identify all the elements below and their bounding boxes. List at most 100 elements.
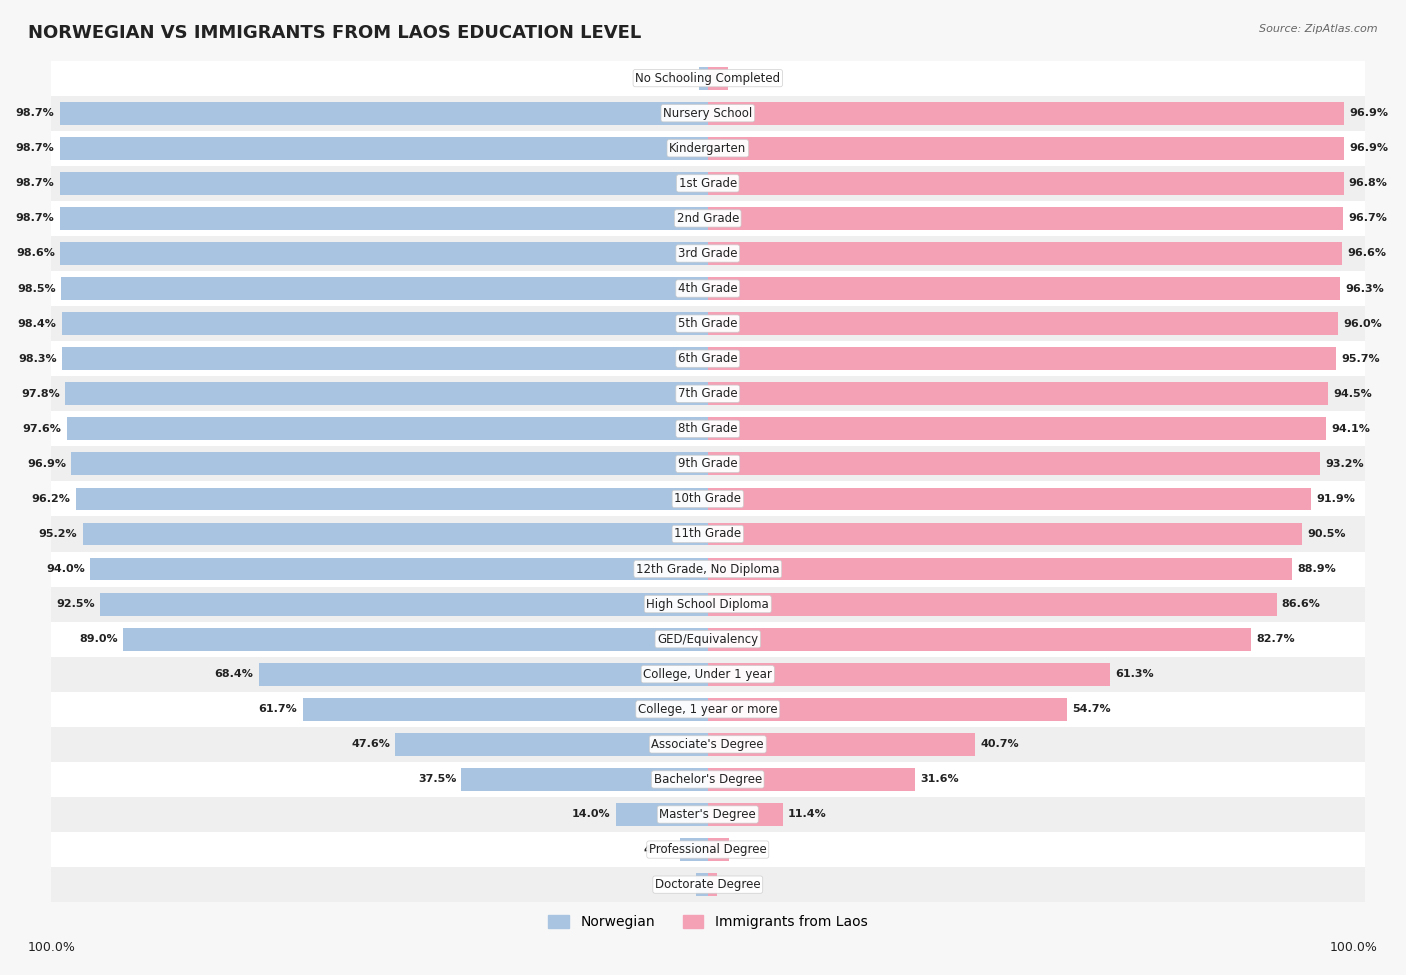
Bar	[707, 101, 1344, 125]
Bar	[302, 698, 707, 721]
Text: 86.6%: 86.6%	[1282, 599, 1320, 609]
Bar	[83, 523, 707, 545]
Bar	[707, 803, 783, 826]
Text: College, Under 1 year: College, Under 1 year	[644, 668, 772, 681]
Bar	[51, 832, 1365, 867]
Bar	[696, 874, 707, 896]
Bar	[60, 277, 707, 300]
Text: 1.8%: 1.8%	[659, 879, 690, 889]
Bar	[59, 172, 707, 195]
Text: 96.7%: 96.7%	[1348, 214, 1386, 223]
Bar	[707, 382, 1329, 406]
Bar	[707, 838, 728, 861]
Bar	[699, 66, 707, 90]
Text: 96.9%: 96.9%	[27, 459, 66, 469]
Text: 94.0%: 94.0%	[46, 565, 86, 574]
Text: 1st Grade: 1st Grade	[679, 176, 737, 190]
Text: 100.0%: 100.0%	[28, 941, 76, 954]
Text: 93.2%: 93.2%	[1324, 459, 1364, 469]
Text: 88.9%: 88.9%	[1296, 565, 1336, 574]
Text: 7th Grade: 7th Grade	[678, 387, 738, 400]
Bar	[51, 306, 1365, 341]
Text: 97.8%: 97.8%	[21, 389, 60, 399]
Text: 9th Grade: 9th Grade	[678, 457, 738, 470]
Bar	[707, 488, 1312, 510]
Text: 96.2%: 96.2%	[32, 494, 70, 504]
Text: Associate's Degree: Associate's Degree	[651, 738, 763, 751]
Bar	[62, 312, 707, 335]
Text: 98.7%: 98.7%	[15, 108, 55, 118]
Text: 14.0%: 14.0%	[572, 809, 610, 820]
Text: 94.1%: 94.1%	[1331, 424, 1369, 434]
Bar	[707, 558, 1292, 580]
Text: 98.6%: 98.6%	[15, 249, 55, 258]
Bar	[707, 277, 1340, 300]
Text: 47.6%: 47.6%	[352, 739, 389, 750]
Text: 96.6%: 96.6%	[1347, 249, 1386, 258]
Text: 11.4%: 11.4%	[787, 809, 827, 820]
Text: 96.0%: 96.0%	[1344, 319, 1382, 329]
Bar	[51, 761, 1365, 797]
Bar	[51, 797, 1365, 832]
Bar	[51, 657, 1365, 692]
Text: 89.0%: 89.0%	[79, 634, 118, 644]
Bar	[707, 66, 728, 90]
Text: 5th Grade: 5th Grade	[678, 317, 738, 331]
Bar	[707, 136, 1344, 160]
Bar	[51, 376, 1365, 411]
Text: 4th Grade: 4th Grade	[678, 282, 738, 295]
Bar	[461, 768, 707, 791]
Text: 37.5%: 37.5%	[418, 774, 456, 785]
Text: Kindergarten: Kindergarten	[669, 141, 747, 155]
Text: 96.9%: 96.9%	[1350, 143, 1389, 153]
Bar	[259, 663, 707, 685]
Text: 96.9%: 96.9%	[1350, 108, 1389, 118]
Bar	[51, 447, 1365, 482]
Text: No Schooling Completed: No Schooling Completed	[636, 71, 780, 85]
Bar	[51, 411, 1365, 447]
Bar	[66, 382, 707, 406]
Bar	[59, 101, 707, 125]
Bar	[90, 558, 707, 580]
Bar	[51, 517, 1365, 552]
Text: Bachelor's Degree: Bachelor's Degree	[654, 773, 762, 786]
Bar	[51, 482, 1365, 517]
Text: 31.6%: 31.6%	[921, 774, 959, 785]
Bar	[707, 312, 1339, 335]
Text: 96.8%: 96.8%	[1348, 178, 1388, 188]
Text: 4.2%: 4.2%	[644, 844, 675, 854]
Bar	[51, 552, 1365, 587]
Text: 96.3%: 96.3%	[1346, 284, 1385, 293]
Text: 100.0%: 100.0%	[1330, 941, 1378, 954]
Bar	[124, 628, 707, 650]
Text: 98.5%: 98.5%	[17, 284, 56, 293]
Bar	[51, 201, 1365, 236]
Text: 3.2%: 3.2%	[734, 844, 765, 854]
Bar	[681, 838, 707, 861]
Bar	[707, 698, 1067, 721]
Bar	[707, 733, 976, 756]
Text: 82.7%: 82.7%	[1256, 634, 1295, 644]
Text: 91.9%: 91.9%	[1316, 494, 1355, 504]
Bar	[51, 622, 1365, 657]
Text: 6th Grade: 6th Grade	[678, 352, 738, 366]
Text: 97.6%: 97.6%	[22, 424, 62, 434]
Text: 94.5%: 94.5%	[1334, 389, 1372, 399]
Bar	[51, 96, 1365, 131]
Text: 1.3%: 1.3%	[664, 73, 695, 83]
Text: Professional Degree: Professional Degree	[650, 843, 766, 856]
Text: Doctorate Degree: Doctorate Degree	[655, 878, 761, 891]
Bar	[100, 593, 707, 615]
Text: GED/Equivalency: GED/Equivalency	[657, 633, 758, 645]
Text: 11th Grade: 11th Grade	[675, 527, 741, 540]
Bar	[51, 692, 1365, 726]
Bar	[707, 207, 1343, 230]
Bar	[707, 874, 717, 896]
Text: Nursery School: Nursery School	[664, 106, 752, 120]
Bar	[60, 242, 707, 265]
Bar	[51, 166, 1365, 201]
Text: 92.5%: 92.5%	[56, 599, 96, 609]
Text: 90.5%: 90.5%	[1308, 529, 1346, 539]
Text: 3.1%: 3.1%	[734, 73, 763, 83]
Bar	[51, 271, 1365, 306]
